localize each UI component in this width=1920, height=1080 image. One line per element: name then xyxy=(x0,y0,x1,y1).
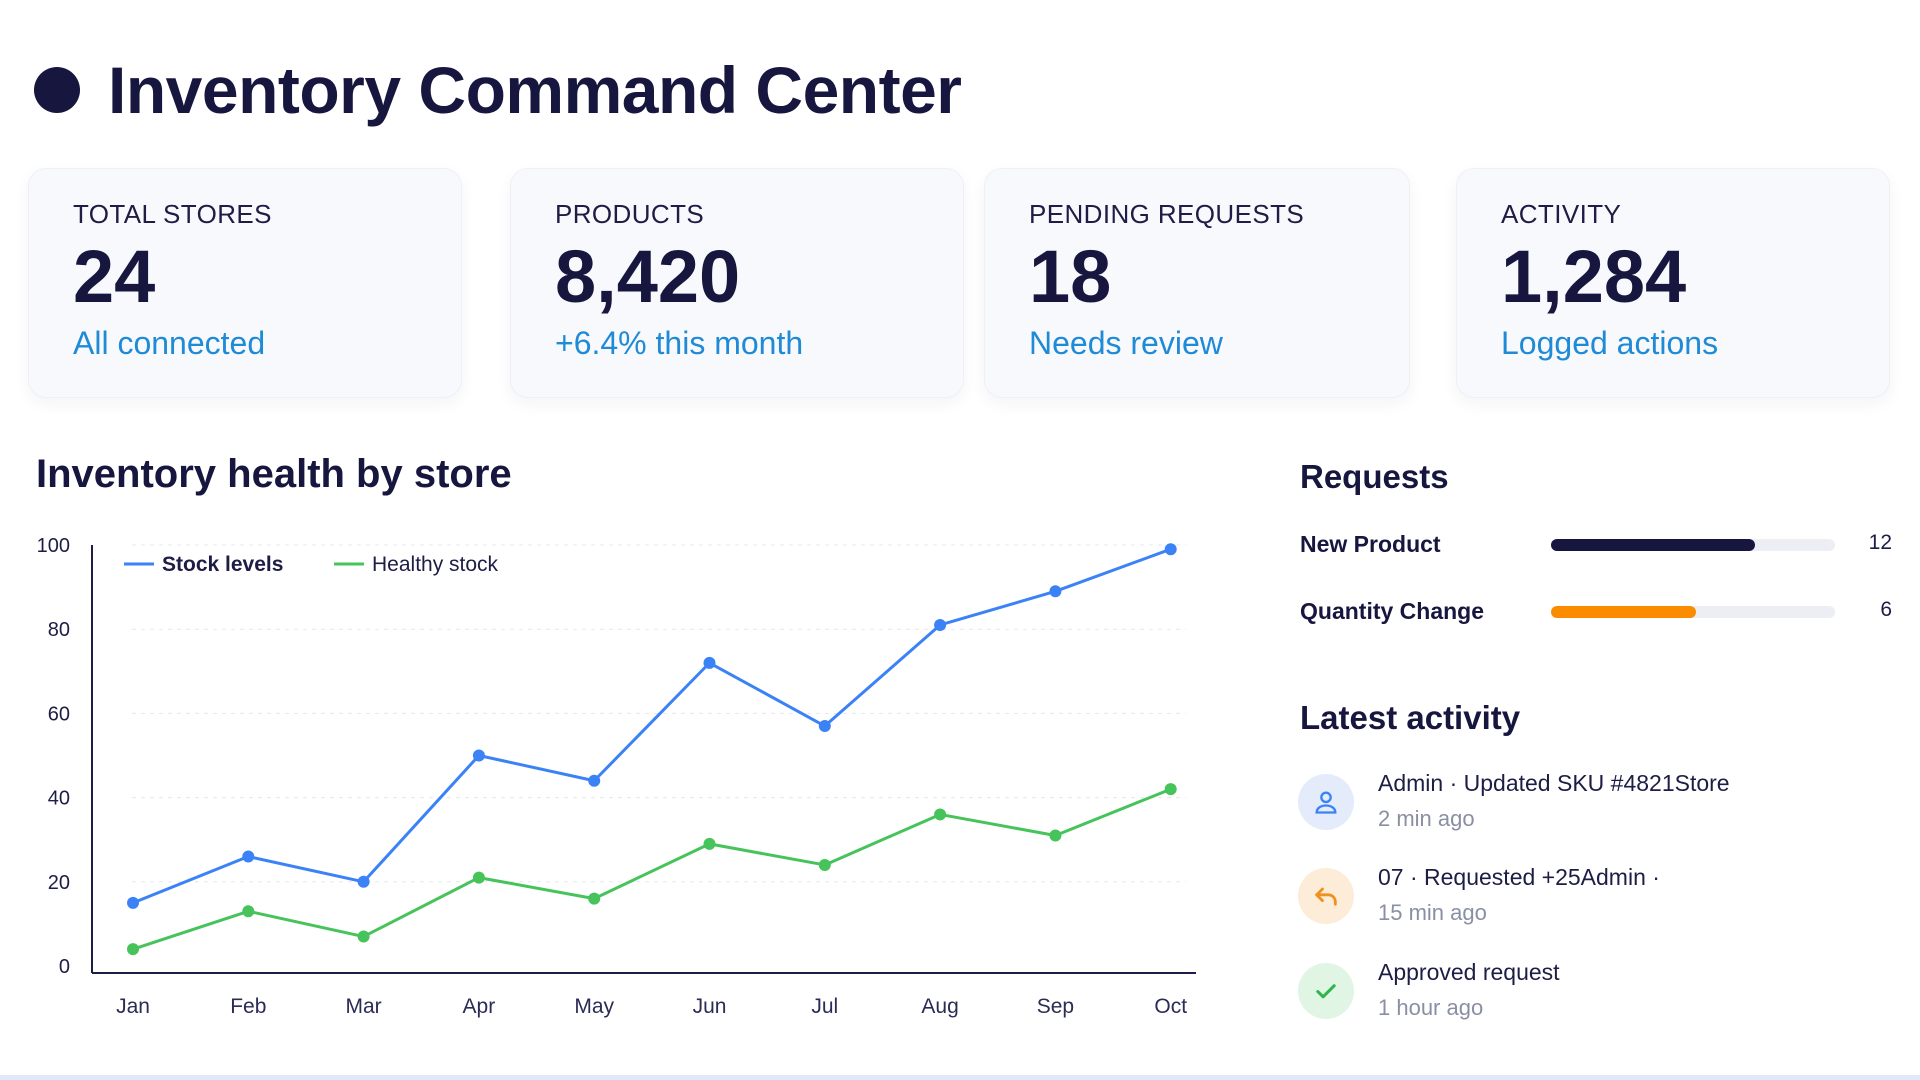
data-point-1 xyxy=(934,808,947,821)
activity-timestamp: 1 hour ago xyxy=(1378,995,1484,1020)
data-point-1 xyxy=(242,905,255,918)
chart-title: Inventory health by store xyxy=(36,452,512,496)
data-point-1 xyxy=(472,871,485,884)
request-progress-fill xyxy=(1551,606,1696,618)
data-point-0 xyxy=(1164,543,1177,556)
kpi-label: TOTAL STORES xyxy=(73,199,272,229)
check-icon xyxy=(1298,963,1354,1019)
kpi-subtext: Needs review xyxy=(1029,325,1223,362)
kpi-value: 18 xyxy=(1029,235,1112,318)
user-icon xyxy=(1298,774,1354,830)
kpi-label: PRODUCTS xyxy=(555,199,705,229)
data-point-0 xyxy=(1049,585,1062,598)
y-tick-label: 80 xyxy=(48,619,70,641)
activity-item[interactable]: Admin · Updated SKU #4821Store 2 min ago xyxy=(1298,770,1858,850)
data-point-0 xyxy=(127,896,139,909)
kpi-card-total-stores[interactable]: TOTAL STORES 24 All connected xyxy=(28,168,462,398)
x-tick-label: May xyxy=(574,995,614,1018)
x-tick-label: Feb xyxy=(230,995,266,1018)
data-point-1 xyxy=(127,943,139,956)
activity-timestamp: 15 min ago xyxy=(1378,900,1487,925)
x-tick-label: Jan xyxy=(116,995,150,1018)
activity-title: Latest activity xyxy=(1300,699,1521,736)
request-count: 6 xyxy=(1880,598,1892,621)
legend-label: Stock levels xyxy=(162,553,283,576)
page-header: Inventory Command Center xyxy=(34,52,962,128)
data-point-0 xyxy=(357,875,370,888)
activity-text: 07 · Requested +25Admin · xyxy=(1378,864,1660,890)
data-point-0 xyxy=(818,720,831,733)
kpi-value: 8,420 xyxy=(555,235,741,318)
x-tick-label: Apr xyxy=(463,995,496,1018)
bottom-divider xyxy=(0,1075,1920,1080)
x-tick-label: Jul xyxy=(811,995,838,1018)
y-tick-label: 60 xyxy=(48,703,70,725)
requests-title: Requests xyxy=(1300,458,1449,495)
line-chart-svg: 0 20 40 60 80 100 Jan Feb Mar Apr May Jun Jul Aug Sep O… xyxy=(37,535,1196,1018)
data-point-1 xyxy=(703,837,716,850)
data-point-0 xyxy=(934,618,947,631)
y-tick-label: 0 xyxy=(59,956,70,978)
x-tick-label: Aug xyxy=(921,995,958,1018)
series-line-0 xyxy=(131,547,1173,905)
activity-timestamp: 2 min ago xyxy=(1378,806,1475,831)
data-point-0 xyxy=(588,774,601,787)
request-progress-fill xyxy=(1551,539,1756,551)
y-tick-label: 20 xyxy=(48,872,70,894)
activity-text: Admin · Updated SKU #4821Store xyxy=(1378,770,1730,796)
activity-text: Approved request xyxy=(1378,959,1560,985)
request-row-new-product[interactable]: New Product 12 xyxy=(1300,525,1892,565)
line-chart: 0 20 40 60 80 100 Jan Feb Mar Apr May Jun Jul Aug Sep O… xyxy=(20,520,1230,1030)
request-label: Quantity Change xyxy=(1300,598,1485,624)
request-row-quantity-change[interactable]: Quantity Change 6 xyxy=(1300,592,1892,632)
legend-label: Healthy stock xyxy=(372,553,499,576)
data-point-1 xyxy=(1164,783,1177,796)
kpi-subtext: Logged actions xyxy=(1501,325,1719,362)
kpi-subtext: All connected xyxy=(73,325,266,362)
kpi-label: ACTIVITY xyxy=(1501,199,1622,229)
data-point-0 xyxy=(472,749,485,762)
data-point-1 xyxy=(1049,829,1062,842)
data-point-0 xyxy=(242,850,255,863)
kpi-card-products[interactable]: PRODUCTS 8,420 +6.4% this month xyxy=(510,168,964,398)
y-tick-label: 100 xyxy=(37,535,70,557)
data-point-1 xyxy=(818,858,831,871)
kpi-card-pending-requests[interactable]: PENDING REQUESTS 18 Needs review xyxy=(984,168,1410,398)
y-tick-label: 40 xyxy=(48,788,70,810)
page-title: Inventory Command Center xyxy=(108,53,962,127)
request-progress-track xyxy=(1551,606,1835,618)
data-point-1 xyxy=(357,930,370,943)
kpi-value: 24 xyxy=(73,235,156,318)
x-tick-label: Jun xyxy=(693,995,727,1018)
x-tick-label: Mar xyxy=(346,995,382,1018)
data-point-1 xyxy=(588,892,601,905)
kpi-value: 1,284 xyxy=(1501,235,1687,318)
kpi-subtext: +6.4% this month xyxy=(555,325,804,362)
kpi-label: PENDING REQUESTS xyxy=(1029,199,1305,229)
data-point-0 xyxy=(703,656,716,669)
activity-item[interactable]: 07 · Requested +25Admin · 15 min ago xyxy=(1298,864,1858,944)
kpi-row: TOTAL STORES 24 All connected PRODUCTS 8… xyxy=(28,168,1892,398)
kpi-card-activity[interactable]: ACTIVITY 1,284 Logged actions xyxy=(1456,168,1890,398)
request-label: New Product xyxy=(1300,531,1441,557)
series-line-1 xyxy=(131,787,1173,951)
x-tick-label: Oct xyxy=(1154,995,1187,1018)
brand-dot-icon xyxy=(34,67,80,113)
reply-arrow-icon xyxy=(1298,868,1354,924)
request-count: 12 xyxy=(1868,531,1892,554)
activity-item[interactable]: Approved request 1 hour ago xyxy=(1298,959,1858,1039)
x-tick-label: Sep xyxy=(1037,995,1074,1018)
request-progress-track xyxy=(1551,539,1835,551)
